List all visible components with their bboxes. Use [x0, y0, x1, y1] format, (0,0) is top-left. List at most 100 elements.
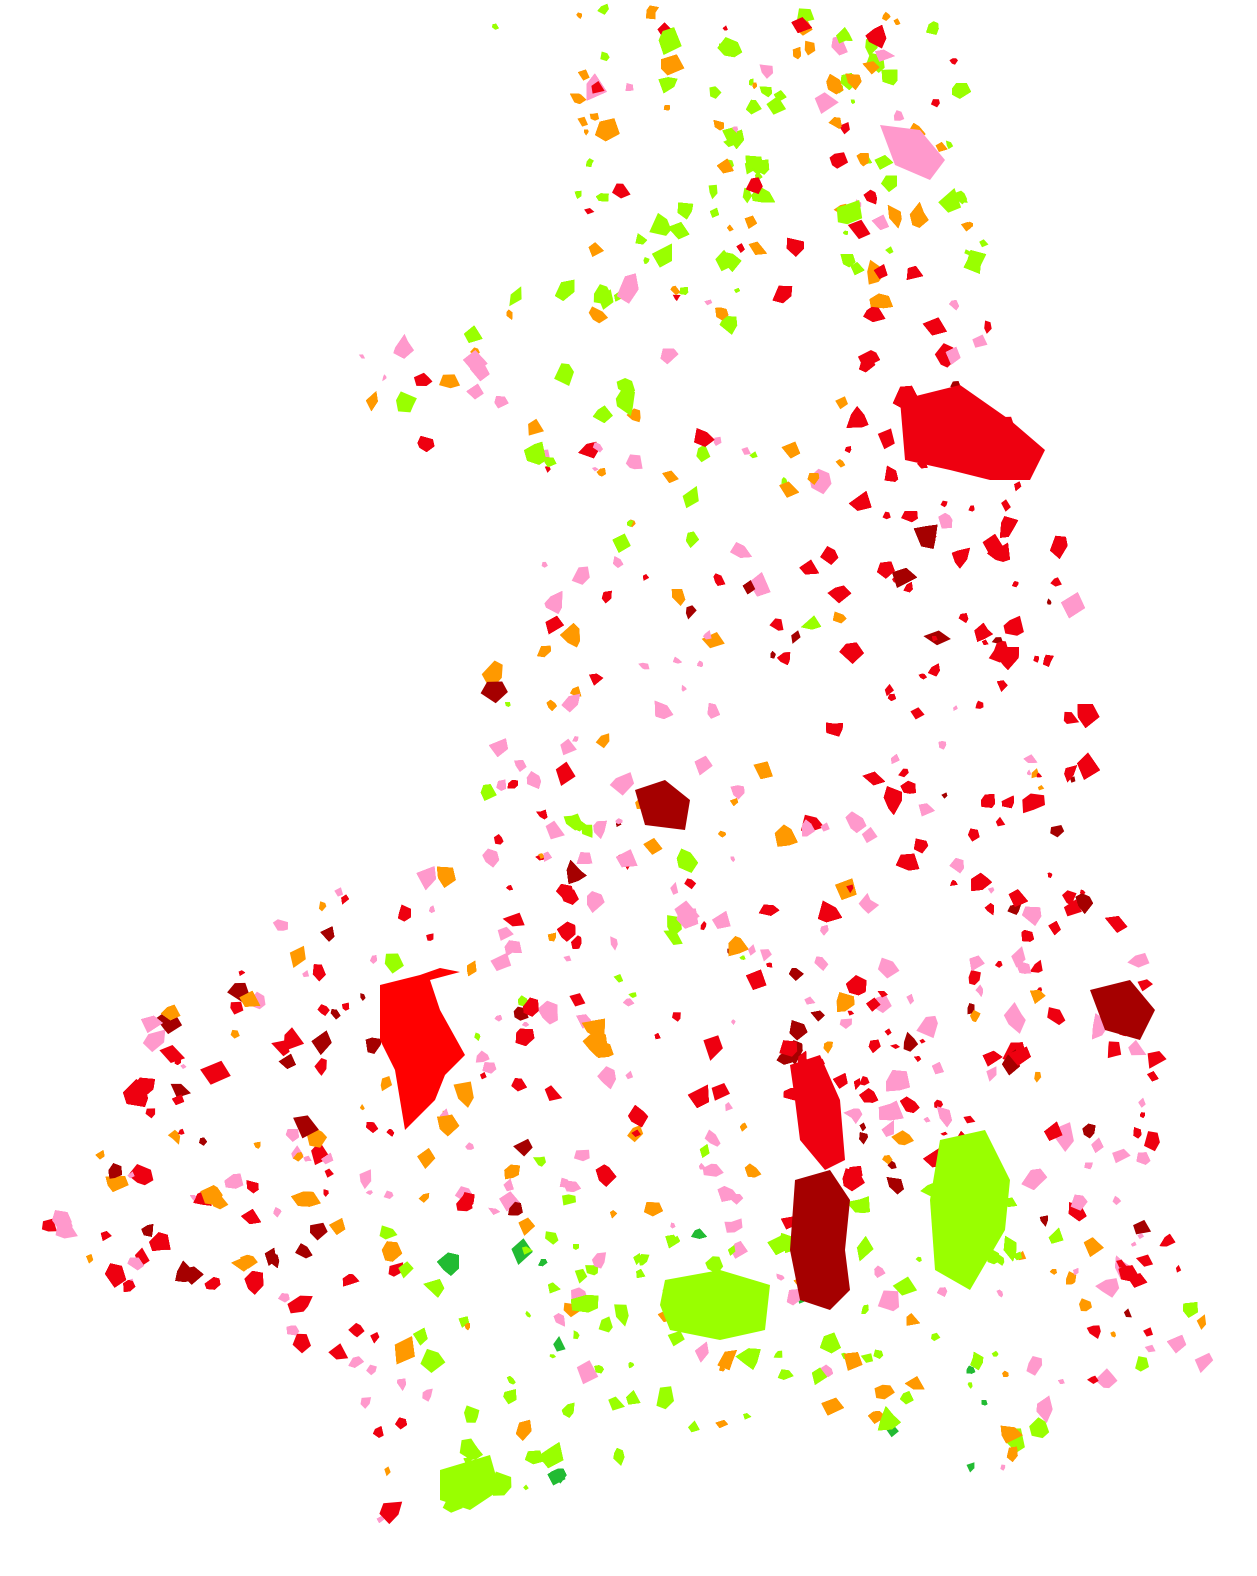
parcel: [857, 1236, 874, 1262]
parcel: [246, 1180, 259, 1194]
parcel: [845, 811, 867, 833]
parcel: [643, 574, 649, 581]
parcel: [1138, 1097, 1146, 1108]
parcel: [628, 1105, 649, 1128]
parcel: [518, 1217, 535, 1236]
parcel: [155, 1013, 183, 1035]
parcel: [329, 1218, 346, 1235]
parcel: [652, 243, 672, 268]
parcel: [820, 822, 830, 832]
parcel: [725, 1102, 733, 1112]
parcel: [1066, 1271, 1077, 1285]
parcel: [773, 90, 787, 102]
parcel: [662, 470, 679, 483]
parcel: [86, 1254, 94, 1264]
parcel: [654, 700, 674, 719]
parcel: [1083, 1237, 1104, 1257]
parcel: [860, 1353, 874, 1363]
parcel: [494, 396, 509, 409]
parcel: [384, 953, 404, 974]
parcel: [231, 1254, 252, 1272]
parcel: [628, 992, 637, 998]
parcel: [740, 1122, 748, 1132]
parcel: [974, 622, 993, 642]
parcel: [904, 1376, 925, 1390]
parcel: [1110, 1331, 1116, 1338]
parcel: [704, 299, 713, 306]
parcel: [1087, 1375, 1099, 1384]
parcel: [769, 618, 784, 631]
parcel: [722, 251, 742, 272]
parcel: [891, 1130, 914, 1146]
parcel: [846, 975, 867, 996]
parcel: [681, 684, 687, 692]
parcel: [310, 1222, 328, 1241]
parcel: [890, 1044, 901, 1049]
parcel: [713, 573, 726, 586]
parcel: [365, 1190, 373, 1195]
parcel: [398, 1261, 414, 1279]
parcel: [663, 930, 683, 945]
parcel: [547, 1468, 566, 1486]
parcel: [576, 1360, 599, 1385]
parcel: [791, 17, 812, 33]
parcel: [638, 1254, 650, 1266]
parcel: [842, 1168, 865, 1192]
parcel: [938, 513, 953, 529]
parcel: [426, 933, 434, 941]
parcel: [557, 921, 576, 942]
parcel: [993, 647, 1019, 670]
parcel: [877, 428, 895, 450]
parcel: [1061, 592, 1085, 619]
parcel: [383, 1190, 394, 1199]
parcel: [895, 853, 920, 871]
parcel: [938, 188, 962, 213]
parcel: [984, 320, 992, 334]
parcel: [931, 1332, 941, 1342]
parcel: [656, 1386, 674, 1410]
parcel: [995, 816, 1006, 827]
parcel: [916, 1015, 938, 1039]
parcel: [394, 1336, 415, 1365]
parcel: [935, 142, 948, 152]
parcel: [420, 1348, 446, 1373]
parcel: [981, 794, 995, 808]
parcel: [559, 1177, 571, 1188]
parcel: [174, 1059, 182, 1065]
parcel: [831, 36, 848, 56]
parcel: [839, 1018, 852, 1029]
parcel: [1095, 1368, 1118, 1389]
parcel: [613, 974, 623, 983]
parcel: [718, 830, 726, 838]
parcel: [1007, 904, 1021, 915]
parcel: [543, 851, 552, 862]
parcel: [625, 83, 634, 91]
parcel: [523, 1484, 529, 1491]
parcel: [820, 1332, 841, 1354]
parcel: [302, 970, 310, 978]
parcel: [1135, 1356, 1149, 1372]
parcel: [199, 1137, 207, 1146]
parcel: [684, 878, 697, 890]
parcel: [950, 880, 958, 886]
parcel: [293, 1115, 319, 1139]
parcel: [930, 99, 940, 108]
parcel: [292, 1333, 311, 1354]
parcel: [850, 262, 865, 276]
parcel: [708, 184, 718, 200]
parcel: [766, 962, 773, 968]
parcel: [475, 1050, 490, 1063]
parcel: [1006, 1446, 1018, 1462]
parcel: [379, 1501, 403, 1525]
parcel: [843, 1108, 863, 1124]
parcel: [573, 1330, 580, 1340]
parcel: [1046, 598, 1052, 605]
parcel: [465, 1142, 475, 1150]
parcel: [1050, 535, 1068, 559]
parcel: [576, 852, 593, 864]
parcel: [728, 1245, 736, 1256]
parcel: [555, 761, 576, 786]
parcel: [791, 630, 801, 644]
parcel: [874, 1265, 886, 1278]
parcel: [614, 1304, 629, 1327]
